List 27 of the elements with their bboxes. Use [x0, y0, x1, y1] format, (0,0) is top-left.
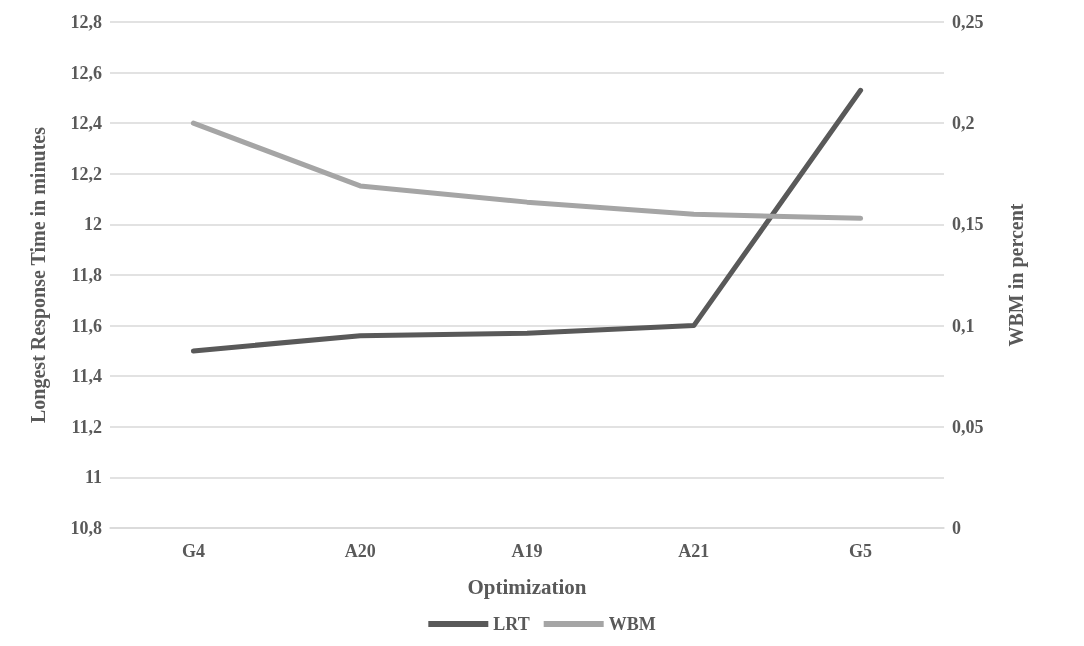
y2-tick-label: 0,1: [952, 315, 975, 336]
legend-label: WBM: [608, 614, 656, 634]
y-tick-label: 11,6: [71, 315, 102, 336]
y-tick-label: 12,6: [70, 62, 102, 83]
y-tick-label: 10,8: [70, 518, 102, 538]
y2-tick-label: 0,15: [952, 214, 984, 235]
y2-axis-title: WBM in percent: [1005, 203, 1028, 347]
y2-tick-label: 0: [952, 518, 961, 538]
x-tick-label: A20: [344, 541, 376, 561]
y-tick-label: 12,2: [70, 163, 102, 184]
y-tick-label: 11,4: [71, 366, 102, 387]
y-tick-label: 12,8: [70, 12, 102, 32]
y-axis-title: Longest Response Time in minutes: [27, 126, 50, 423]
y-tick-label: 11: [84, 467, 102, 488]
x-tick-label: G4: [181, 541, 205, 561]
y2-tick-label: 0,2: [952, 113, 975, 134]
x-tick-label: A19: [511, 541, 543, 561]
y2-tick-label: 0,25: [952, 12, 984, 32]
legend-label: LRT: [493, 614, 530, 634]
x-axis-title: Optimization: [467, 574, 587, 599]
y-tick-label: 11,2: [71, 416, 102, 437]
y-tick-label: 12,4: [70, 113, 102, 134]
x-tick-label: A21: [678, 541, 710, 561]
y2-tick-label: 0,05: [952, 416, 984, 437]
y-tick-label: 11,8: [71, 265, 102, 285]
x-tick-label: G5: [849, 541, 873, 561]
y-tick-label: 12: [84, 214, 102, 235]
